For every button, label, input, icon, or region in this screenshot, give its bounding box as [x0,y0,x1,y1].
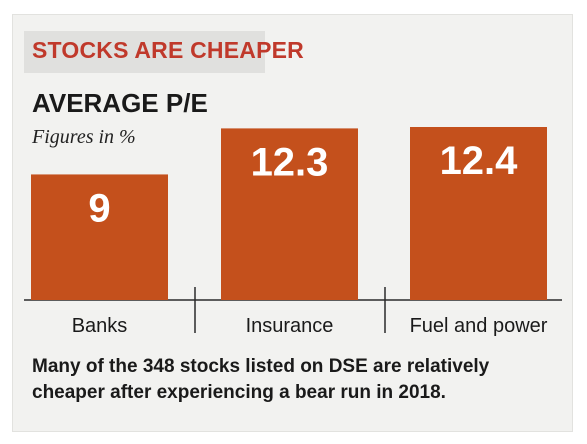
header-title: STOCKS ARE CHEAPER [32,37,304,63]
bar-value-label: 12.3 [251,140,329,184]
chart-subtitle: Figures in % [32,126,136,148]
bar-fuel-and-power [410,127,547,300]
category-label: Banks [72,315,128,337]
chart-title: AVERAGE P/E [32,88,208,118]
bar-value-label: 9 [88,186,110,230]
bar-value-label: 12.4 [440,139,519,183]
bar-banks [31,174,168,300]
header-band [24,31,265,73]
bar-insurance [221,128,358,300]
category-label: Insurance [246,315,334,337]
category-label: Fuel and power [410,315,548,337]
chart-caption: Many of the 348 stocks listed on DSE are… [32,356,490,403]
